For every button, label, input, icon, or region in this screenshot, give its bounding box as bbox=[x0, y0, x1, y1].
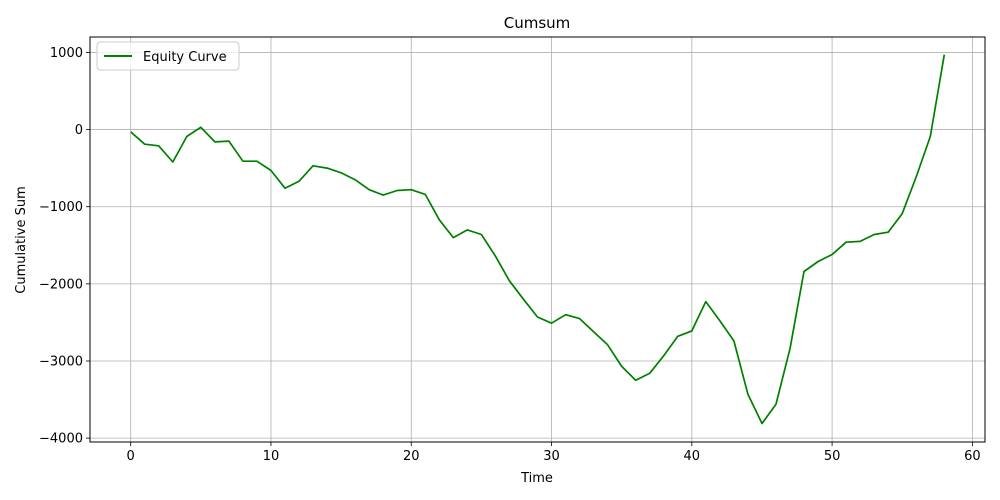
y-tick-label: −4000 bbox=[39, 432, 83, 447]
x-axis: 0 10 20 30 40 50 60 bbox=[127, 442, 981, 464]
y-axis: −4000 −3000 −2000 −1000 0 1000 bbox=[39, 46, 90, 447]
x-tick-label: 50 bbox=[824, 449, 841, 464]
y-tick-label: −2000 bbox=[39, 277, 83, 292]
y-tick-label: −1000 bbox=[39, 200, 83, 215]
y-tick-label: −3000 bbox=[39, 355, 83, 370]
y-axis-label: Cumulative Sum bbox=[14, 186, 29, 294]
legend-label-equity-curve: Equity Curve bbox=[143, 50, 227, 65]
x-tick-label: 20 bbox=[403, 449, 420, 464]
y-tick-label: 1000 bbox=[50, 46, 83, 61]
x-tick-label: 30 bbox=[543, 449, 560, 464]
series-layer bbox=[130, 54, 946, 425]
x-axis-label: Time bbox=[520, 471, 553, 486]
x-tick-label: 0 bbox=[127, 449, 135, 464]
legend-box bbox=[96, 41, 240, 71]
x-tick-label: 40 bbox=[684, 449, 701, 464]
legend: Equity Curve bbox=[96, 41, 240, 71]
plot-frame bbox=[89, 36, 986, 443]
y-tick-label: 0 bbox=[75, 123, 83, 138]
x-tick-label: 10 bbox=[263, 449, 280, 464]
series-line-equity-curve bbox=[130, 54, 946, 425]
grid bbox=[90, 37, 985, 442]
x-tick-label: 60 bbox=[964, 449, 981, 464]
chart-title: Cumsum bbox=[504, 14, 571, 32]
